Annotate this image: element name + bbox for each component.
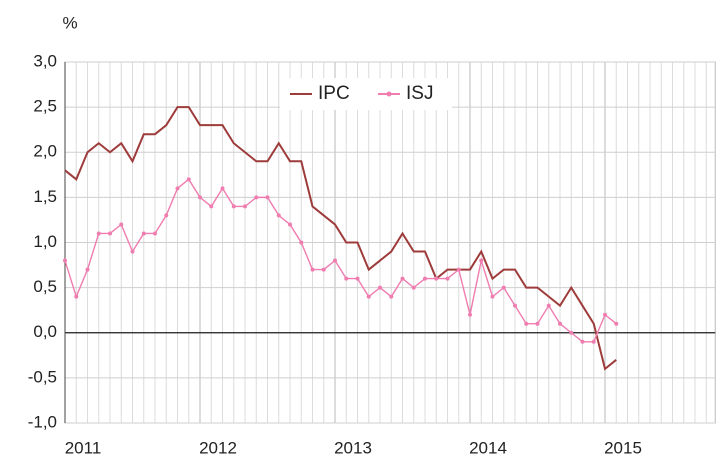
x-tick-label: 2013 [334,438,372,457]
legend-marker [386,91,392,97]
data-point [333,258,337,263]
data-point [535,321,540,326]
data-point [310,267,315,272]
data-point [411,285,416,290]
data-point [130,249,135,254]
data-point [321,267,326,272]
y-tick-label: 3,0 [33,51,57,70]
data-point [299,240,304,245]
data-point [456,267,461,272]
x-tick-label: 2012 [199,438,237,457]
y-tick-label: 1,0 [33,232,57,251]
data-point [198,195,202,200]
data-point [580,339,585,344]
legend-label: ISJ [406,83,433,104]
data-point [153,231,157,236]
data-point [558,321,562,326]
data-point [524,321,529,326]
y-tick-label: -0,5 [28,367,57,386]
data-point [288,222,292,227]
data-point [603,312,607,317]
data-point [378,285,382,290]
data-point [108,231,112,236]
data-point [186,177,191,182]
data-point [569,330,574,335]
data-point [265,195,270,200]
data-point [344,276,349,281]
data-point [254,195,259,200]
x-tick-label: 2015 [604,438,642,457]
data-point [513,303,517,308]
data-point [490,294,495,299]
y-tick-label: 1,5 [33,187,57,206]
data-point [209,204,214,209]
data-point [96,231,101,236]
data-point [468,312,472,317]
x-tick-label: 2011 [65,438,102,457]
data-point [389,294,394,299]
legend: IPC ISJ [280,78,452,110]
y-tick-label: 0,5 [33,277,57,296]
data-point [141,231,146,236]
data-point [501,285,506,290]
data-point [434,276,439,281]
data-point [479,258,484,263]
y-tick-label: 0,0 [33,322,57,341]
data-point [119,222,124,227]
data-point [74,294,79,299]
data-point [355,276,360,281]
data-point [63,258,67,263]
y-axis-label: % [62,13,77,32]
y-tick-label: 2,0 [33,142,57,161]
data-point [400,276,405,281]
legend-label: IPC [318,83,350,104]
y-tick-label: -1,0 [28,412,57,431]
data-point [445,276,450,281]
data-point [366,294,371,299]
data-point [546,303,551,308]
series-line [64,106,617,371]
data-point [164,213,169,218]
data-point [175,186,180,191]
data-point [276,213,281,218]
data-point [85,267,90,272]
data-point [614,321,619,326]
data-point [231,204,236,209]
data-point [591,339,596,344]
data-point [423,276,427,281]
x-tick-label: 2014 [469,438,507,457]
series-line [64,178,617,343]
data-point [243,204,247,209]
data-point [220,186,225,191]
y-tick-label: 2,5 [33,97,57,116]
